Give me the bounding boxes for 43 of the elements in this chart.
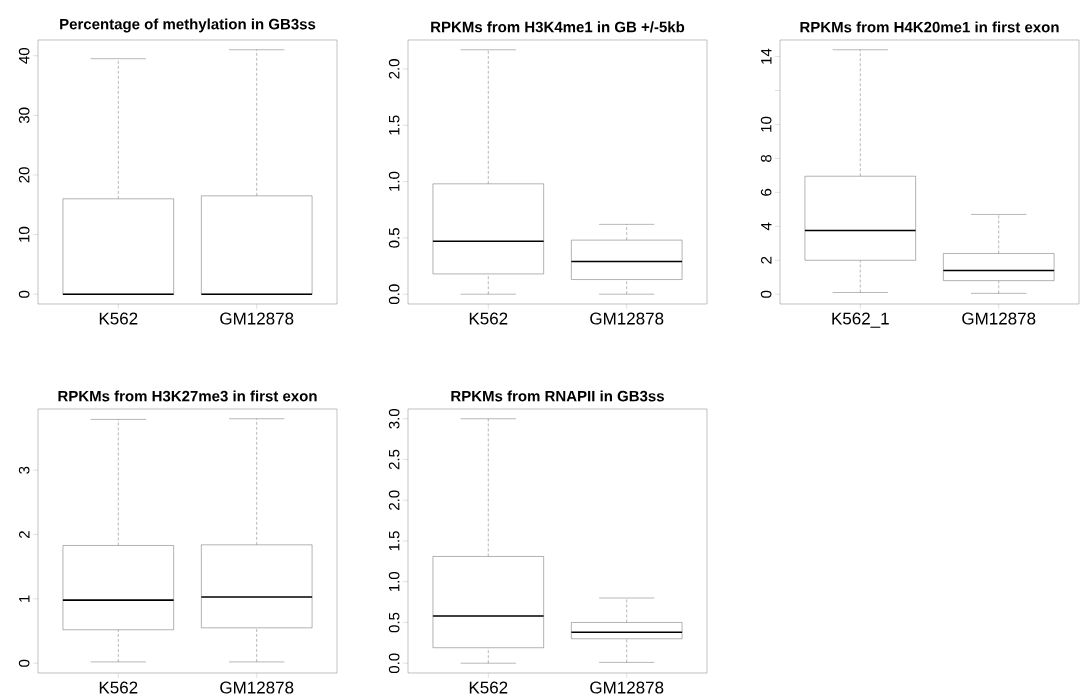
chart-title: Percentage of methylation in GB3ss <box>60 18 316 33</box>
y-tick-label: 3.0 <box>388 408 400 429</box>
y-tick-label: 30 <box>18 107 30 124</box>
chart-title: RPKMs from H3K27me3 in first exon <box>58 390 317 402</box>
y-tick-label: 1 <box>19 595 30 602</box>
y-tick-label: 3 <box>18 466 30 474</box>
x-tick-label: GM12878 <box>220 312 294 325</box>
y-tick-label: 0 <box>18 290 30 298</box>
y-tick-label: 2.5 <box>388 449 400 470</box>
y-tick-label: 2 <box>19 531 30 538</box>
y-tick-label: 1.5 <box>389 115 400 135</box>
y-tick-label: 4 <box>761 222 772 231</box>
x-tick-label: K562_1 <box>832 312 889 328</box>
y-tick-label: 20 <box>18 167 30 183</box>
chart-title: RPKMs from H4K20me1 in first exon <box>800 21 1059 33</box>
y-tick-label: 6 <box>760 188 772 196</box>
x-tick-label: K562 <box>469 681 508 694</box>
y-tick-label: 40 <box>18 47 30 64</box>
chart-title: RPKMs from RNAPII in GB3ss <box>451 390 664 402</box>
x-tick-label: GM12878 <box>962 312 1036 325</box>
y-tick-label: 14 <box>761 48 772 64</box>
y-tick-label: 0.0 <box>388 653 400 674</box>
y-tick-label: 1.5 <box>389 531 400 551</box>
y-tick-label: 8 <box>760 154 772 162</box>
chart-title: RPKMs from H3K4me1 in GB +/-5kb <box>431 21 685 33</box>
y-tick-label: 2 <box>761 256 772 264</box>
x-tick-label: K562 <box>99 681 138 694</box>
y-tick-label: 0 <box>760 290 772 298</box>
y-tick-label: 1.0 <box>388 171 400 191</box>
x-tick-label: K562 <box>99 312 138 325</box>
y-tick-label: 1.0 <box>388 571 400 592</box>
x-tick-label: GM12878 <box>590 681 664 694</box>
y-tick-label: 0.5 <box>388 228 400 248</box>
x-tick-label: K562 <box>469 312 508 325</box>
x-tick-label: GM12878 <box>220 681 294 694</box>
x-tick-label: GM12878 <box>590 312 664 325</box>
y-tick-label: 0 <box>18 659 30 667</box>
y-tick-label: 0.5 <box>388 612 400 633</box>
y-tick-label: 10 <box>760 116 772 132</box>
y-tick-label: 2.0 <box>388 490 400 510</box>
y-tick-label: 2.0 <box>388 59 400 79</box>
y-tick-label: 0.0 <box>388 284 400 305</box>
y-tick-label: 10 <box>18 226 30 242</box>
